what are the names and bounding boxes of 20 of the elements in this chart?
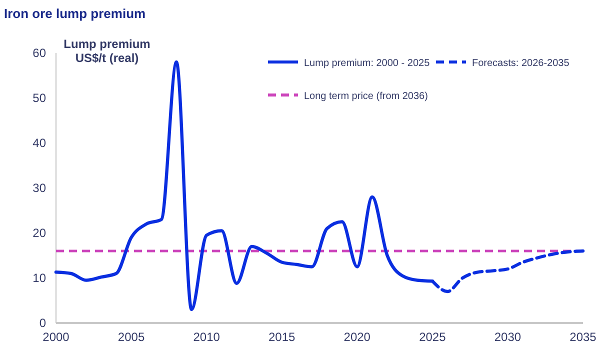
x-tick-label: 2030 xyxy=(494,330,522,344)
y-tick-label: 40 xyxy=(32,136,46,150)
x-tick-label: 2025 xyxy=(419,330,446,344)
y-tick-label: 0 xyxy=(39,316,46,330)
y-tick-label: 60 xyxy=(32,46,46,60)
y-tick-label: 10 xyxy=(32,271,46,285)
x-tick-label: 2005 xyxy=(118,330,145,344)
x-tick-label: 2035 xyxy=(570,330,597,344)
y-tick-label: 20 xyxy=(32,226,46,240)
x-tick-label: 2020 xyxy=(344,330,371,344)
y-tick-label: 50 xyxy=(32,91,46,105)
x-tick-label: 2015 xyxy=(268,330,296,344)
legend-label: Forecasts: 2026-2035 xyxy=(472,58,570,69)
chart-title: Iron ore lump premium xyxy=(4,6,146,21)
y-tick-label: 30 xyxy=(32,181,46,195)
x-tick-label: 2000 xyxy=(42,330,70,344)
x-tick-label: 2010 xyxy=(193,330,220,344)
y-axis-title: Lump premium US$/t (real) xyxy=(64,37,150,65)
legend-label: Long term price (from 2036) xyxy=(304,91,428,102)
legend-label: Lump premium: 2000 - 2025 xyxy=(304,58,430,69)
